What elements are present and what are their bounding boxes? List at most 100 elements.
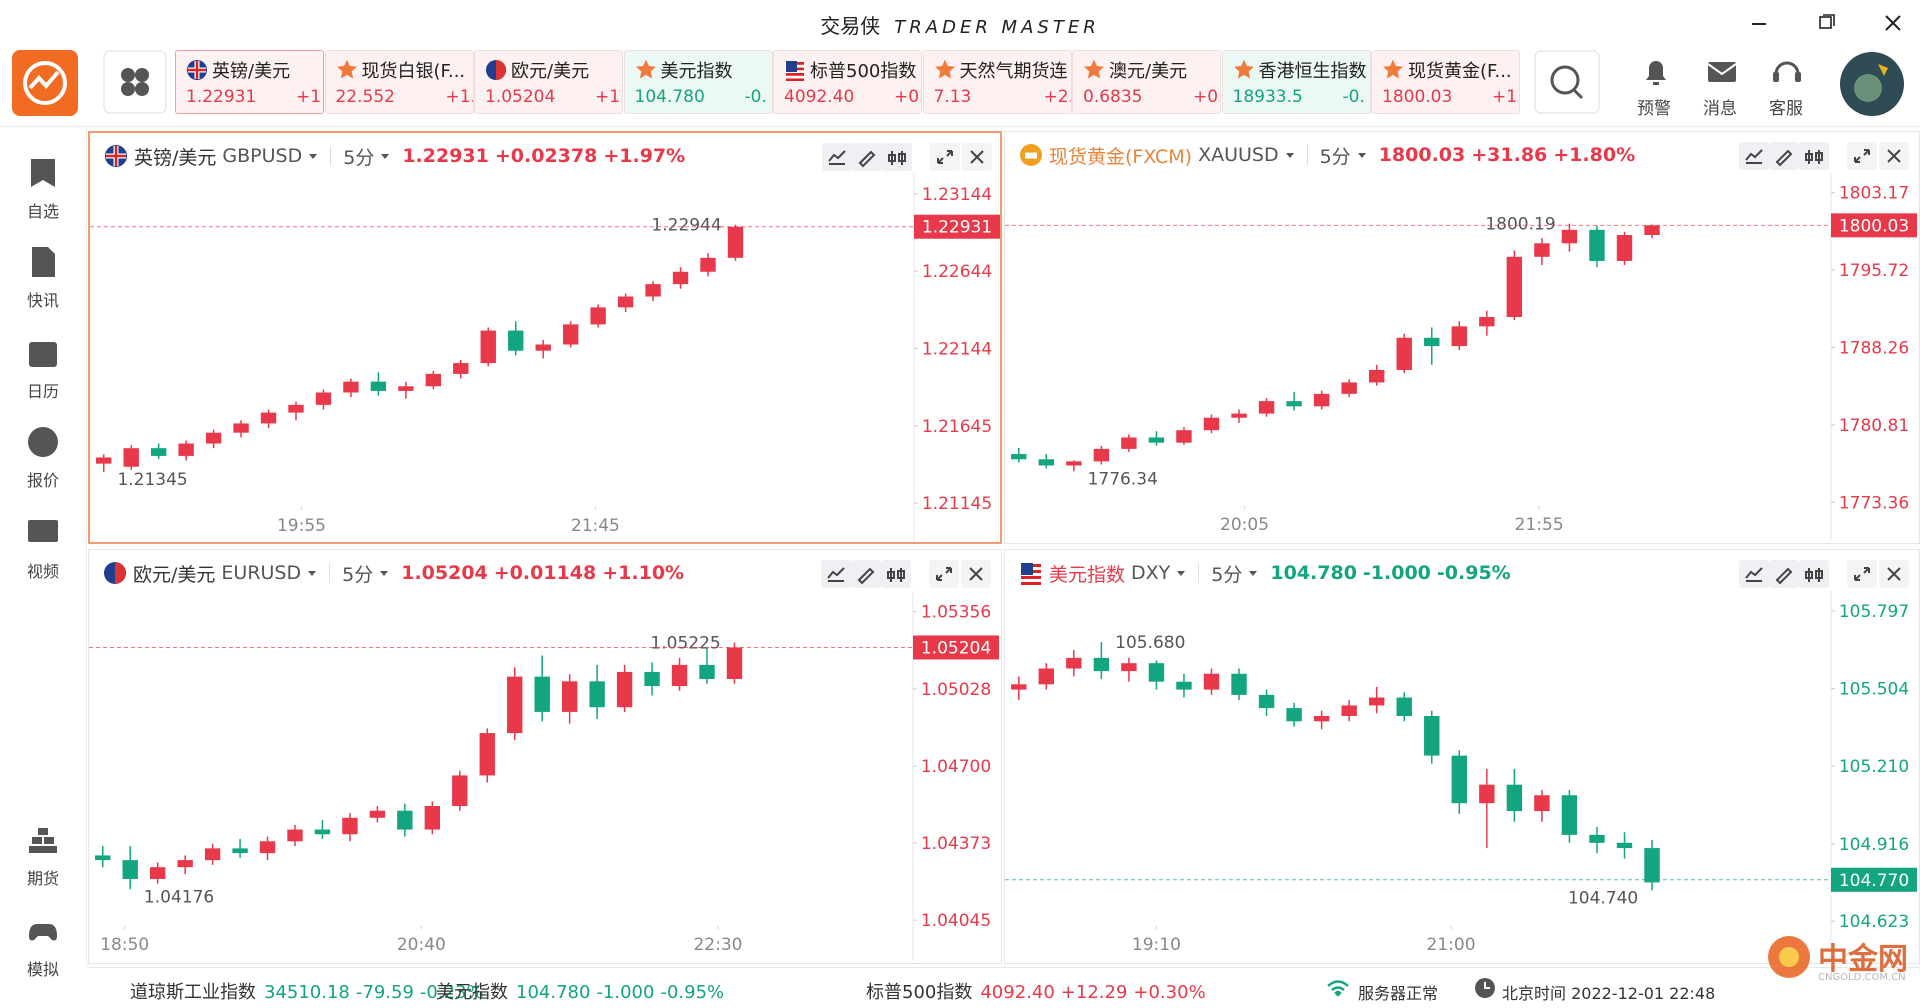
panel-button[interactable] [1879,560,1909,588]
title-bar: 交易侠 TRADER MASTER [0,0,1920,44]
last-price-tag [1831,213,1917,238]
panel-button[interactable] [1739,142,1769,170]
close-window[interactable] [1885,15,1901,31]
symbol-name[interactable]: 英镑/美元 [134,146,217,169]
candle-body [1148,663,1165,682]
button-icon [887,568,905,582]
panel-button[interactable] [1799,560,1829,588]
alerts-label[interactable]: 预警 [1637,99,1671,119]
alert-icon[interactable] [1646,61,1666,85]
sidebar-item[interactable]: 期货 [0,817,86,893]
candle-body [1038,459,1055,466]
chart-panel[interactable]: 105.797 105.504 105.210 104.916 104.623 19:10… [1004,549,1920,964]
panel-button[interactable] [822,143,852,171]
period[interactable]: 5分 [343,146,375,169]
flag-cross-red [106,146,126,166]
dropdown-caret [309,154,318,159]
watchlist-tab[interactable]: 澳元/美元 0.6835 +0. [1072,50,1221,114]
sidebar-label: 视频 [26,562,59,581]
panel-button[interactable] [1739,560,1769,588]
panel-button[interactable] [1769,142,1799,170]
candle-body [1534,243,1550,257]
watchlist-tab[interactable]: 天然气期货连 7.13 +2. [922,50,1072,114]
panel-button[interactable] [1879,142,1909,170]
service-label[interactable]: 客服 [1769,99,1803,119]
sidebar-item[interactable]: 视频 [0,510,86,586]
status-quote[interactable]: 标普500指数 4092.40 +12.29 +0.30% [866,978,1212,1004]
period[interactable]: 5分 [1319,145,1351,168]
service-icon[interactable] [1774,61,1800,75]
panel-button[interactable] [961,560,991,588]
candle-body [424,806,441,830]
candle-body [1066,461,1082,466]
panel-button[interactable] [882,143,912,171]
candle-body [589,681,605,708]
message-icon[interactable] [1708,62,1736,82]
candle-body [1176,430,1192,443]
y-tick-label: 1.22644 [922,262,992,282]
symbol-code[interactable]: DXY [1131,562,1171,584]
sidebar-item[interactable]: 自选 [0,150,86,226]
candle-body [1479,317,1495,327]
layout-button[interactable] [103,50,167,114]
tab-price: 18933.5 [1232,87,1303,107]
status-quote[interactable]: 道琼斯工业指数 34510.18 -79.59 -0.23% [130,978,490,1004]
panel-button[interactable] [851,560,881,588]
avatar[interactable] [1838,50,1906,118]
quote-price: 4092.40 [980,982,1055,1003]
quote-pct: -0.23% [419,982,484,1003]
search-button[interactable] [1534,50,1600,114]
watchlist-tab[interactable]: 美元指数 104.780 -0. [623,50,773,114]
panel-button[interactable] [821,560,851,588]
caret [381,154,390,159]
period[interactable]: 5分 [1211,563,1243,586]
symbol-name[interactable]: 现货黄金(FXCM) [1049,145,1193,168]
watchlist-tab[interactable]: 标普500指数 4092.40 +0. [773,50,922,114]
watchlist-tab[interactable]: 香港恒生指数 18933.5 -0. [1221,50,1371,114]
symbol-code[interactable]: GBPUSD [222,145,303,167]
symbol-code[interactable]: XAUUSD [1198,144,1279,166]
app-logo[interactable] [12,50,78,116]
messages-label[interactable]: 消息 [1703,99,1737,119]
watchlist-tab[interactable]: 英镑/美元 1.22931 +1. [175,50,324,114]
quote-pct: +0.30% [1133,982,1206,1003]
sidebar-item[interactable]: 模拟 [0,908,86,984]
symbol-name[interactable]: 美元指数 [1049,563,1126,586]
candle-body [1451,326,1468,347]
tab-price: 0.6835 [1083,87,1143,107]
panel-button[interactable] [1847,142,1877,170]
chart-panel[interactable]: 1803.17 1795.72 1788.26 1780.81 1773.36 20:05… [1004,131,1920,544]
status-quote[interactable]: 美元指数 104.780 -1.000 -0.95% [436,978,730,1004]
candle-body [122,860,138,879]
candle-body [1644,225,1660,235]
panel-button[interactable] [1847,560,1877,588]
period[interactable]: 5分 [342,563,374,586]
panel-button[interactable] [962,143,992,171]
tab-name: 欧元/美元 [511,61,590,82]
symbol-code[interactable]: EURUSD [221,562,302,584]
y-tick-label: 1803.17 [1839,184,1909,204]
sidebar-item[interactable]: 快讯 [0,239,86,315]
tab-name: 现货白银(F... [361,61,466,82]
watchlist-tab[interactable]: 欧元/美元 1.05204 +1. [474,50,623,114]
panel-button[interactable] [881,560,911,588]
panel-button[interactable] [930,143,960,171]
y-tick-label: 105.504 [1839,680,1909,700]
panel-button[interactable] [1769,560,1799,588]
button-icon [1854,567,1870,581]
symbol-name[interactable]: 欧元/美元 [133,563,216,586]
watchlist-tab[interactable]: 现货黄金(F... 1800.03 +1.80% [1371,50,1520,114]
chart-panel[interactable]: 1.23144 1.22644 1.22144 1.21645 1.21145 19:55… [88,131,1002,544]
chart-panel[interactable]: 1.05356 1.05028 1.04700 1.04373 1.04045 18:50… [88,549,1002,964]
sidebar-item[interactable]: 日历 [0,330,86,406]
panel-button[interactable] [852,143,882,171]
y-tick-label: 105.797 [1839,602,1909,622]
panel-button[interactable] [929,560,959,588]
glyph [969,567,983,581]
sidebar-item[interactable]: 报价 [0,419,86,495]
panel-button[interactable] [1799,142,1829,170]
candle-body [1011,684,1027,690]
restore[interactable] [1819,16,1832,29]
watchlist-tab[interactable]: 现货白银(F... 22.552 +1. [324,50,474,114]
flag [103,561,127,585]
